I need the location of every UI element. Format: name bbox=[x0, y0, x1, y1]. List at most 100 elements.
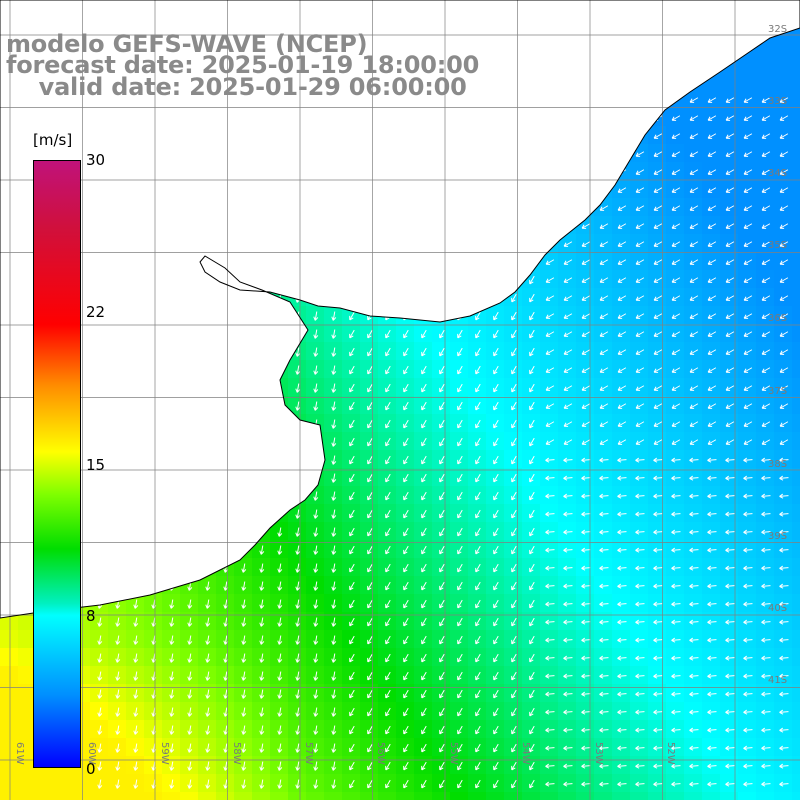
wind-arrow bbox=[653, 385, 663, 391]
wind-arrow bbox=[779, 601, 789, 607]
wind-arrow bbox=[779, 97, 789, 103]
wind-arrow bbox=[313, 509, 319, 519]
wind-arrow bbox=[133, 635, 139, 645]
wind-arrow bbox=[493, 671, 499, 681]
wind-arrow bbox=[169, 779, 175, 789]
wind-arrow bbox=[277, 599, 283, 609]
wind-arrow bbox=[205, 761, 211, 771]
wind-arrow bbox=[563, 349, 573, 355]
wind-arrow bbox=[457, 509, 463, 519]
wind-arrow bbox=[313, 599, 319, 609]
wind-arrow bbox=[779, 367, 789, 373]
wind-arrow bbox=[689, 421, 699, 427]
wind-arrow bbox=[581, 439, 591, 445]
wind-arrow bbox=[725, 133, 735, 139]
wind-arrow bbox=[295, 527, 301, 537]
wind-arrow bbox=[689, 493, 699, 499]
wind-arrow bbox=[545, 403, 555, 409]
wind-arrow bbox=[689, 655, 699, 661]
wind-arrow bbox=[617, 493, 627, 499]
wind-arrow bbox=[725, 241, 735, 247]
wind-arrow bbox=[169, 599, 175, 609]
wind-arrow bbox=[653, 637, 663, 643]
wind-arrow bbox=[761, 313, 771, 319]
wind-arrow bbox=[475, 455, 481, 465]
wind-arrow bbox=[205, 689, 211, 699]
wind-arrow bbox=[743, 367, 753, 373]
wind-arrow bbox=[581, 313, 591, 319]
wind-arrow bbox=[403, 617, 409, 627]
wind-arrow bbox=[707, 583, 717, 589]
wind-arrow bbox=[439, 455, 445, 465]
wind-arrow bbox=[671, 655, 681, 661]
wind-arrow bbox=[97, 779, 103, 789]
wind-arrow bbox=[689, 601, 699, 607]
wind-arrow bbox=[635, 745, 645, 751]
wind-arrow bbox=[725, 349, 735, 355]
wind-arrow bbox=[743, 331, 753, 337]
wind-arrow bbox=[779, 259, 789, 265]
wind-arrow bbox=[349, 635, 355, 645]
wind-arrow bbox=[493, 635, 499, 645]
wind-arrow bbox=[599, 367, 609, 373]
wind-arrow bbox=[529, 293, 535, 303]
wind-arrow bbox=[205, 779, 211, 789]
wind-arrow bbox=[529, 743, 535, 753]
wind-arrow bbox=[385, 635, 391, 645]
wind-arrow bbox=[761, 169, 771, 175]
wind-arrow bbox=[581, 493, 591, 499]
wind-arrow bbox=[671, 673, 681, 679]
wind-arrow bbox=[725, 277, 735, 283]
wind-arrow bbox=[151, 635, 157, 645]
wind-arrow bbox=[331, 365, 337, 375]
wind-arrow bbox=[725, 457, 735, 463]
wind-arrow bbox=[169, 689, 175, 699]
wind-arrow bbox=[313, 491, 319, 501]
wind-arrow bbox=[421, 707, 427, 717]
wind-arrow bbox=[439, 725, 445, 735]
wind-arrow bbox=[493, 779, 499, 789]
wind-arrow bbox=[617, 637, 627, 643]
wind-arrow bbox=[743, 601, 753, 607]
wind-arrow bbox=[115, 743, 121, 753]
wind-arrow bbox=[635, 403, 645, 409]
wind-arrow bbox=[367, 455, 373, 465]
wind-arrow bbox=[743, 637, 753, 643]
wind-arrow bbox=[761, 277, 771, 283]
wind-arrow bbox=[385, 761, 391, 771]
wind-arrow bbox=[599, 457, 609, 463]
wind-arrow bbox=[671, 547, 681, 553]
wind-arrow bbox=[599, 637, 609, 643]
wind-arrow bbox=[671, 385, 681, 391]
wind-arrow bbox=[581, 367, 591, 373]
wind-arrow bbox=[653, 763, 663, 769]
wind-arrow bbox=[403, 635, 409, 645]
wind-arrow bbox=[493, 491, 499, 501]
wind-arrow bbox=[581, 241, 591, 247]
wind-arrow bbox=[439, 581, 445, 591]
wind-arrow bbox=[331, 689, 337, 699]
wind-arrow bbox=[115, 779, 121, 789]
wind-arrow bbox=[385, 725, 391, 735]
wind-arrow bbox=[367, 383, 373, 393]
wind-arrow bbox=[475, 599, 481, 609]
wind-arrow bbox=[725, 727, 735, 733]
wind-arrow bbox=[421, 473, 427, 483]
wind-arrow bbox=[617, 709, 627, 715]
colorbar-tick-0: 0 bbox=[86, 760, 96, 778]
wind-arrow bbox=[385, 581, 391, 591]
wind-arrow bbox=[295, 761, 301, 771]
wind-arrow bbox=[187, 761, 193, 771]
wind-arrow bbox=[671, 169, 681, 175]
wind-arrow bbox=[151, 599, 157, 609]
wind-arrow bbox=[457, 491, 463, 501]
wind-arrow bbox=[421, 437, 427, 447]
wind-arrow bbox=[97, 725, 103, 735]
wind-arrow bbox=[295, 653, 301, 663]
wind-arrow bbox=[761, 421, 771, 427]
wind-arrow bbox=[385, 527, 391, 537]
wind-arrow bbox=[545, 529, 555, 535]
wind-arrow bbox=[617, 277, 627, 283]
wind-arrow bbox=[529, 365, 535, 375]
